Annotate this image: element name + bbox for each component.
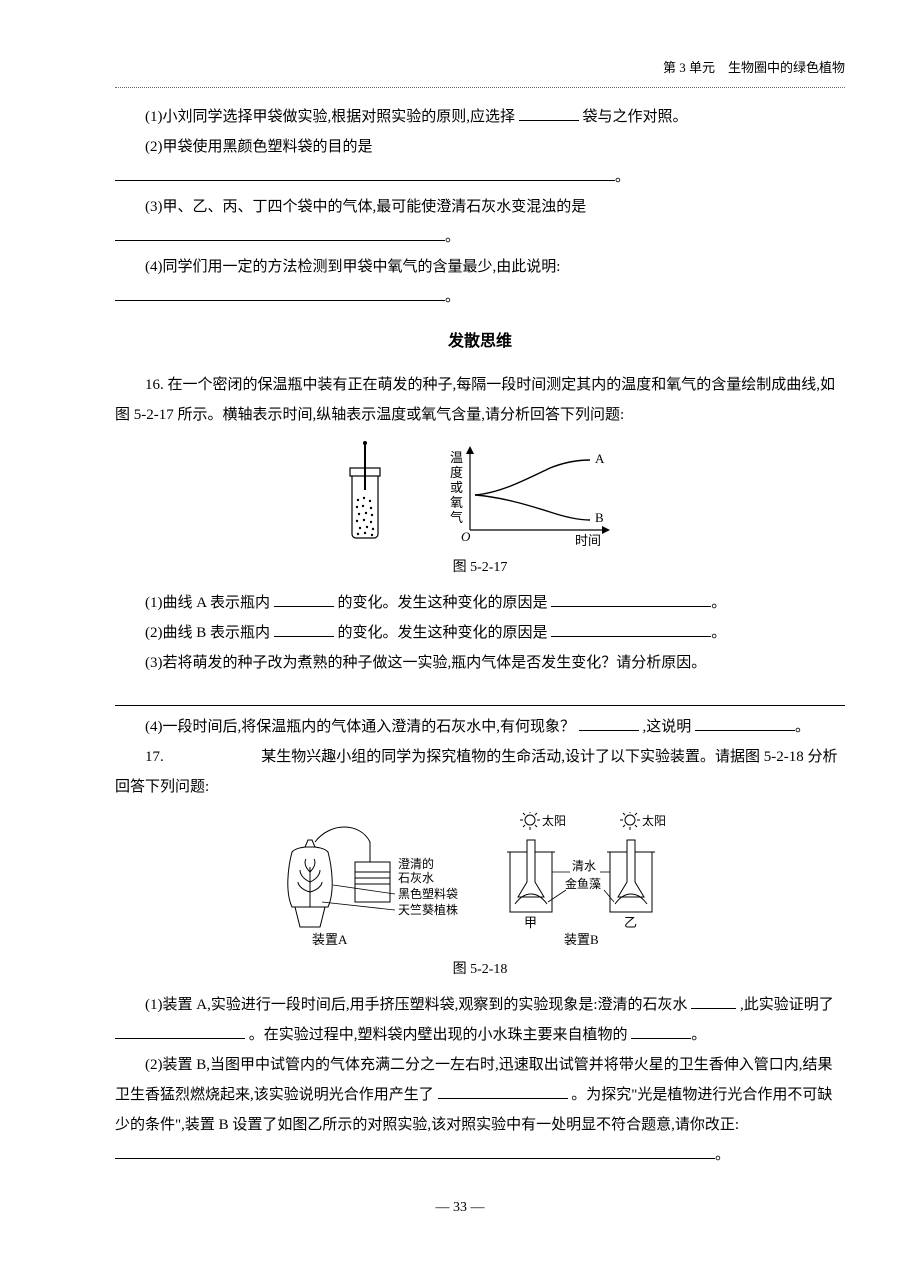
q15-2: (2)甲袋使用黑颜色塑料袋的目的是 。: [115, 132, 845, 192]
caption-5-2-18: 图 5-2-18: [115, 956, 845, 984]
svg-text:天竺葵植株: 天竺葵植株: [398, 902, 458, 917]
svg-text:太阳: 太阳: [542, 813, 566, 828]
q15-4-blank: [115, 284, 445, 302]
header-rule: [115, 87, 845, 88]
svg-text:金鱼藻: 金鱼藻: [565, 876, 601, 891]
q15-3-text: (3)甲、乙、丙、丁四个袋中的气体,最可能使澄清石灰水变混浊的是: [145, 199, 586, 215]
svg-text:氧: 氧: [450, 495, 463, 510]
header-section: 生物圈中的绿色植物: [728, 60, 845, 75]
figure-5-2-18: 澄清的 石灰水 黑色塑料袋 天竺葵植株 装置A: [115, 812, 845, 952]
q15-2-text: (2)甲袋使用黑颜色塑料袋的目的是: [145, 139, 373, 155]
header-unit: 第 3 单元: [663, 60, 715, 75]
q16-3: (3)若将萌发的种子改为煮熟的种子做这一实验,瓶内气体是否发生变化？请分析原因。: [115, 648, 845, 678]
figure-5-2-17: 温 度 或 氧 气 A B O 时间: [115, 440, 845, 550]
svg-text:度: 度: [450, 465, 463, 480]
page-root: 第 3 单元 生物圈中的绿色植物 (1)小刘同学选择甲袋做实验,根据对照实验的原…: [0, 0, 920, 1282]
svg-text:O: O: [461, 529, 471, 544]
q15-1-text-a: (1)小刘同学选择甲袋做实验,根据对照实验的原则,应选择: [145, 109, 515, 125]
svg-text:装置A: 装置A: [312, 932, 348, 947]
svg-text:石灰水: 石灰水: [398, 871, 434, 885]
svg-text:气: 气: [450, 510, 463, 525]
page-number: — 33 —: [0, 1194, 920, 1222]
q17-prompt-b: 某生物兴趣小组的同学为探究植物的生命活动,设计了以下实验装置。请据图 5-2-1…: [115, 749, 838, 795]
q15-3: (3)甲、乙、丙、丁四个袋中的气体,最可能使澄清石灰水变混浊的是 。: [115, 192, 845, 252]
q16-4-blank1: [579, 714, 639, 732]
q16-1: (1)曲线 A 表示瓶内 的变化。发生这种变化的原因是 。: [115, 588, 845, 618]
svg-text:澄清的: 澄清的: [398, 856, 434, 871]
svg-text:太阳: 太阳: [642, 813, 666, 828]
q15-1-blank: [519, 104, 579, 122]
page-header: 第 3 单元 生物圈中的绿色植物: [115, 55, 845, 81]
q16-1a: (1)曲线 A 表示瓶内: [145, 595, 270, 611]
q16-2-blank1: [274, 620, 334, 638]
q17-1-blank2: [115, 1022, 245, 1040]
q17-1a: (1)装置 A,实验进行一段时间后,用手挤压塑料袋,观察到的实验现象是:澄清的石…: [145, 997, 688, 1013]
q16-4-blank2: [695, 714, 795, 732]
q15-1-text-b: 袋与之作对照。: [583, 109, 688, 125]
svg-text:时间: 时间: [575, 533, 601, 548]
svg-text:黑色塑料袋: 黑色塑料袋: [398, 886, 458, 901]
svg-text:乙: 乙: [624, 915, 637, 930]
flask-icon: [330, 440, 400, 550]
q16-2b: 的变化。发生这种变化的原因是: [338, 625, 548, 641]
q17-prompt-a: 17.: [145, 749, 164, 765]
q17-2-blank2: [115, 1142, 715, 1160]
svg-text:或: 或: [450, 480, 463, 495]
q16-2-blank2: [551, 620, 711, 638]
q16-1b: 的变化。发生这种变化的原因是: [338, 595, 548, 611]
q17-2-blank1: [438, 1082, 568, 1100]
q15-1: (1)小刘同学选择甲袋做实验,根据对照实验的原则,应选择 袋与之作对照。: [115, 102, 845, 132]
svg-text:甲: 甲: [524, 915, 537, 930]
q16-2a: (2)曲线 B 表示瓶内: [145, 625, 270, 641]
q15-3-blank: [115, 224, 445, 242]
curve-a-label: A: [595, 451, 605, 466]
q17-2: (2)装置 B,当图甲中试管内的气体充满二分之一左右时,迅速取出试管并将带火星的…: [115, 1050, 845, 1170]
q17-1c: 。在实验过程中,塑料袋内壁出现的小水珠主要来自植物的: [249, 1027, 628, 1043]
diagram-5-2-18: 澄清的 石灰水 黑色塑料袋 天竺葵植株 装置A: [270, 812, 690, 952]
q16-4: (4)一段时间后,将保温瓶内的气体通入澄清的石灰水中,有何现象？ ,这说明 。: [115, 712, 845, 742]
q16-3-blankline: [115, 684, 845, 706]
q16-1-blank1: [274, 590, 334, 608]
chart-5-2-17: 温 度 或 氧 气 A B O 时间: [440, 440, 630, 550]
q16-4a: (4)一段时间后,将保温瓶内的气体通入澄清的石灰水中,有何现象？: [145, 719, 575, 735]
q17-1: (1)装置 A,实验进行一段时间后,用手挤压塑料袋,观察到的实验现象是:澄清的石…: [115, 990, 845, 1050]
svg-text:清水: 清水: [572, 859, 596, 873]
q15-2-blank: [115, 164, 615, 182]
q15-4-text: (4)同学们用一定的方法检测到甲袋中氧气的含量最少,由此说明:: [145, 259, 560, 275]
curve-b-label: B: [595, 510, 604, 525]
q17-1-blank3: [631, 1022, 691, 1040]
q16-1-blank2: [551, 590, 711, 608]
q17-1-blank1: [691, 992, 736, 1010]
svg-text:装置B: 装置B: [564, 932, 599, 947]
caption-5-2-17: 图 5-2-17: [115, 554, 845, 582]
q17-prompt: 17. 某生物兴趣小组的同学为探究植物的生命活动,设计了以下实验装置。请据图 5…: [115, 742, 845, 802]
q16-prompt: 16. 在一个密闭的保温瓶中装有正在萌发的种子,每隔一段时间测定其内的温度和氧气…: [115, 370, 845, 430]
q16-4b: ,这说明: [643, 719, 692, 735]
section-title: 发散思维: [115, 326, 845, 358]
q17-1b: ,此实验证明了: [740, 997, 834, 1013]
q15-4: (4)同学们用一定的方法检测到甲袋中氧气的含量最少,由此说明: 。: [115, 252, 845, 312]
q16-2: (2)曲线 B 表示瓶内 的变化。发生这种变化的原因是 。: [115, 618, 845, 648]
svg-text:温: 温: [450, 450, 463, 465]
